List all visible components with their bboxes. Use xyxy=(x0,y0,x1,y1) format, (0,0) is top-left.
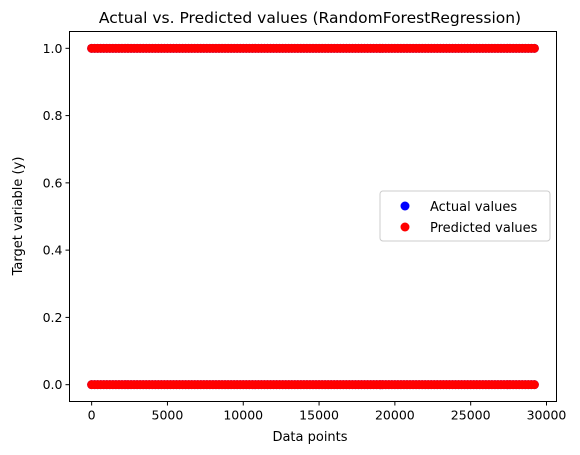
x-axis: 0 5000 10000 15000 20000 25000 30000 xyxy=(88,401,567,423)
y-axis: 0.0 0.2 0.4 0.6 0.8 1.0 xyxy=(43,41,70,392)
chart-title: Actual vs. Predicted values (RandomFores… xyxy=(99,9,521,27)
x-tick-label: 25000 xyxy=(451,408,491,423)
x-axis-label: Data points xyxy=(272,430,347,445)
x-tick-label: 10000 xyxy=(223,408,263,423)
legend-box xyxy=(379,190,551,242)
legend-marker-predicted xyxy=(400,222,410,232)
x-tick-label: 5000 xyxy=(152,408,184,423)
x-tick-label: 15000 xyxy=(299,408,339,423)
legend-label-predicted: Predicted values xyxy=(430,221,538,236)
legend-label-actual: Actual values xyxy=(430,200,517,215)
y-tick-label: 0.4 xyxy=(43,243,63,258)
y-tick-label: 0.2 xyxy=(43,310,63,325)
plot-points xyxy=(87,43,539,390)
plot-frame xyxy=(69,31,557,402)
x-tick-label: 20000 xyxy=(375,408,415,423)
y-tick-label: 0.6 xyxy=(43,175,63,190)
y-tick-label: 1.0 xyxy=(43,41,63,56)
x-tick-label: 0 xyxy=(88,408,96,423)
y-tick-label: 0.0 xyxy=(43,377,63,392)
y-tick-label: 0.8 xyxy=(43,108,63,123)
legend-marker-actual xyxy=(400,201,410,211)
x-tick-label: 30000 xyxy=(527,408,567,423)
legend: Actual values Predicted values xyxy=(379,190,551,242)
data-point xyxy=(529,43,539,53)
data-point xyxy=(529,380,539,390)
y-axis-label: Target variable (y) xyxy=(11,157,26,277)
